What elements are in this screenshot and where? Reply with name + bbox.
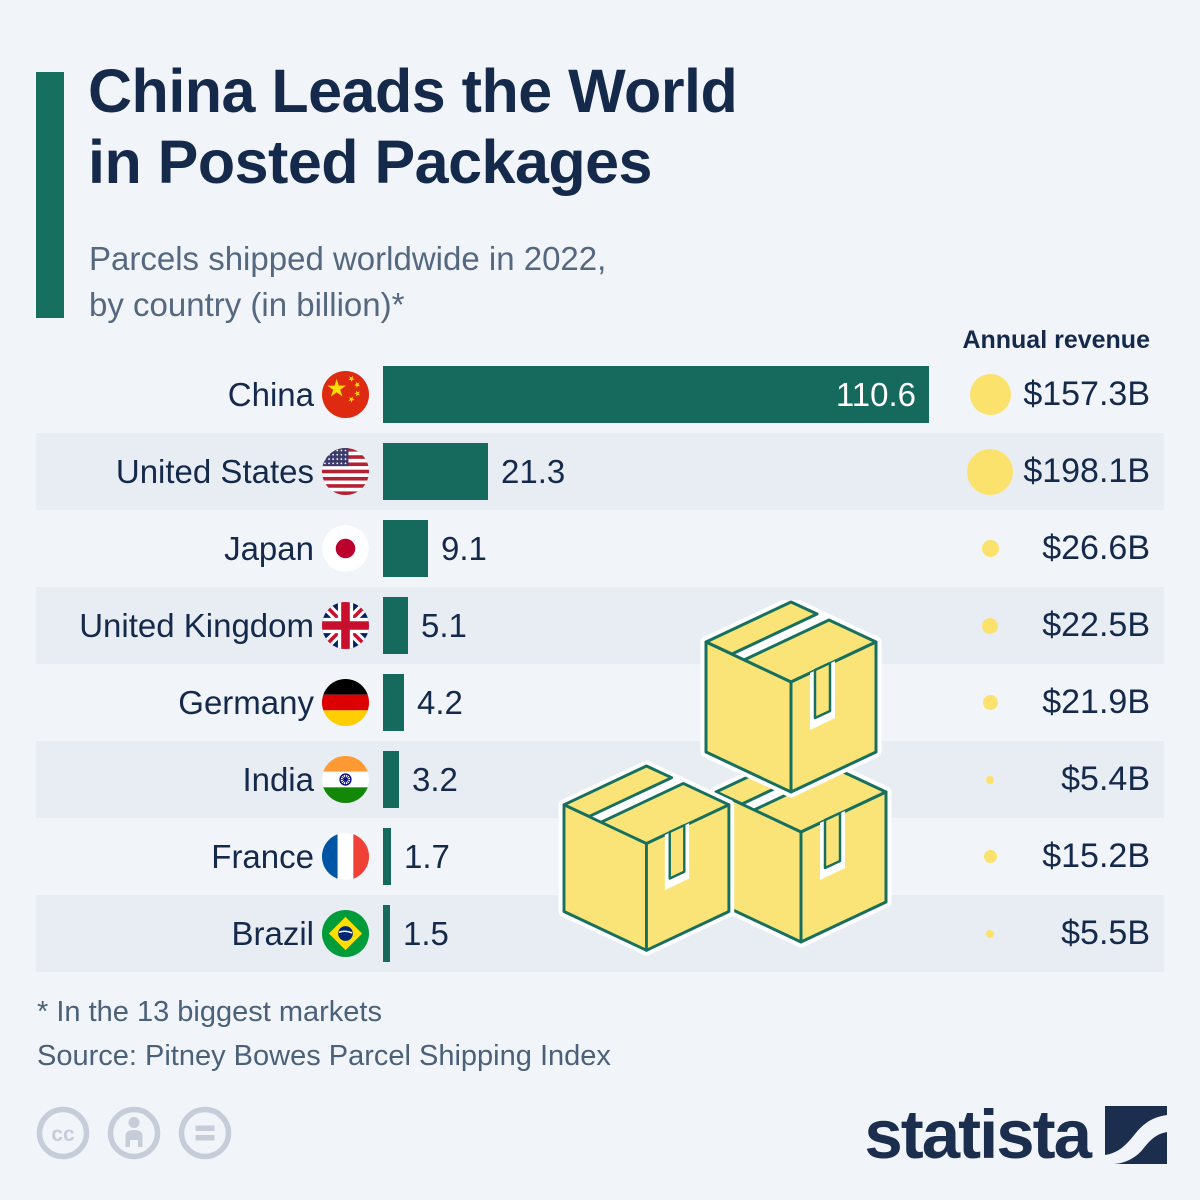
chart-row-jp: Japan 9.1 $26.6B (0, 510, 1200, 587)
country-label: United States (115, 453, 314, 490)
revenue-label: $26.6B (1042, 529, 1150, 567)
flag-icon-br (322, 910, 369, 957)
parcel-bar: 110.6 (383, 366, 929, 423)
revenue-label: $5.5B (1061, 914, 1150, 952)
country-label: Brazil (231, 915, 314, 952)
flag-icon-fr (322, 833, 369, 880)
statista-logo-icon (1105, 1106, 1167, 1164)
parcel-bar (383, 443, 488, 500)
parcel-value: 21.3 (501, 453, 566, 490)
svg-text:cc: cc (51, 1123, 75, 1146)
parcel-value: 4.2 (417, 684, 463, 721)
chart-row-fr: France 1.7 $15.2B (0, 818, 1200, 895)
chart-subtitle: Parcels shipped worldwide in 2022, by cou… (89, 236, 606, 328)
parcel-value: 110.6 (835, 376, 916, 413)
revenue-bubble (986, 929, 994, 938)
revenue-bubble (969, 374, 1011, 415)
flag-icon-de (322, 679, 369, 726)
country-label: Japan (224, 530, 314, 567)
revenue-label: $5.4B (1061, 760, 1150, 798)
revenue-label: $22.5B (1042, 606, 1150, 644)
subtitle-line-1: Parcels shipped worldwide in 2022, (89, 240, 607, 277)
revenue-bubble (986, 775, 994, 784)
parcel-value: 1.5 (403, 915, 449, 952)
chart-row-cn: China 110.6 $157.3B (0, 356, 1200, 433)
page-title: China Leads the World in Posted Packages (88, 56, 738, 199)
country-label: United Kingdom (79, 607, 314, 644)
parcel-bar (383, 674, 404, 731)
title-accent-bar (36, 72, 64, 318)
revenue-bubble (983, 850, 997, 863)
revenue-bubble (982, 617, 998, 634)
flag-icon-us (322, 448, 369, 495)
title-line-1: China Leads the World (88, 57, 738, 125)
source-credit: Source: Pitney Bowes Parcel Shipping Ind… (37, 1040, 611, 1072)
parcel-bar (383, 905, 390, 962)
revenue-bubble (982, 695, 998, 710)
chart-row-us: United States 21.3 $198.1B (0, 433, 1200, 510)
flag-icon-jp (322, 525, 369, 572)
country-label: India (242, 761, 314, 798)
license-icons[interactable]: cc (36, 1106, 232, 1160)
country-label: China (227, 376, 314, 413)
revenue-bubble (967, 448, 1013, 495)
country-label: Germany (178, 684, 314, 721)
statista-logo[interactable]: statista (864, 1096, 1167, 1174)
parcel-value: 1.7 (404, 838, 450, 875)
revenue-bubble (981, 540, 999, 557)
parcel-bar (383, 828, 391, 885)
cc-equal-icon[interactable] (178, 1106, 232, 1160)
footnote: * In the 13 biggest markets (37, 996, 382, 1028)
revenue-label: $157.3B (1023, 375, 1150, 413)
revenue-label: $198.1B (1023, 452, 1150, 490)
revenue-label: $21.9B (1042, 683, 1150, 721)
annual-revenue-column-header: Annual revenue (962, 326, 1150, 354)
subtitle-line-2: by country (in billion)* (89, 286, 405, 324)
revenue-label: $15.2B (1042, 837, 1150, 875)
parcel-bar (383, 520, 428, 577)
cc-icon[interactable]: cc (36, 1106, 90, 1160)
flag-icon-gb (322, 602, 369, 649)
chart-row-de: Germany 4.2 $21.9B (0, 664, 1200, 741)
parcel-bar (383, 597, 408, 654)
parcel-bar (383, 751, 399, 808)
bar-chart: China 110.6 $157.3B United States 21.3 $198.1… (0, 356, 1200, 972)
flag-icon-cn (322, 371, 369, 418)
title-line-2: in Posted Packages (88, 128, 652, 197)
flag-icon-in (322, 756, 369, 803)
chart-row-in: India 3.2 $5.4B (0, 741, 1200, 818)
parcel-value: 9.1 (441, 530, 487, 567)
country-label: France (211, 838, 314, 875)
parcel-value: 3.2 (412, 761, 458, 798)
chart-row-br: Brazil 1.5 $5.5B (0, 895, 1200, 972)
statista-wordmark: statista (864, 1096, 1092, 1174)
chart-row-gb: United Kingdom 5.1 $22.5B (0, 587, 1200, 664)
parcel-value: 5.1 (421, 607, 467, 644)
cc-attribution-icon[interactable] (107, 1106, 161, 1160)
